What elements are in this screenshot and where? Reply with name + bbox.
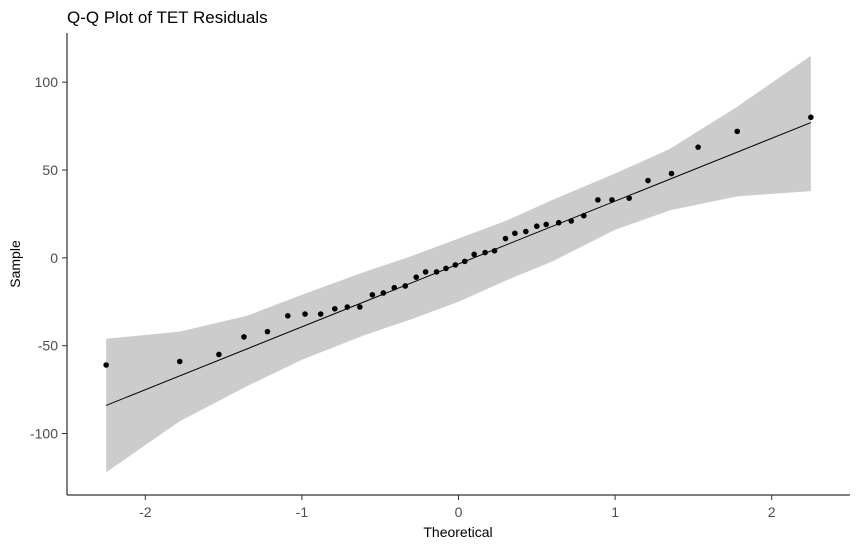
data-point <box>391 284 398 291</box>
data-point <box>555 219 562 226</box>
chart-title: Q-Q Plot of TET Residuals <box>67 8 268 27</box>
x-tick-label: 2 <box>768 504 776 520</box>
y-tick-label: -50 <box>38 338 58 354</box>
data-point <box>668 170 675 177</box>
y-axis-ticks: -100 -50 0 50 100 <box>30 74 67 442</box>
data-point <box>422 269 429 275</box>
data-point <box>595 197 601 203</box>
data-point <box>241 334 247 340</box>
data-point <box>380 290 387 296</box>
sample-points <box>103 114 814 368</box>
data-point <box>645 177 651 184</box>
y-tick-label: 50 <box>42 162 58 178</box>
data-point <box>491 248 498 254</box>
data-point <box>734 128 741 135</box>
data-point <box>502 235 509 242</box>
data-point <box>808 114 814 121</box>
data-point <box>331 305 338 312</box>
data-point <box>317 311 324 317</box>
data-point <box>344 304 351 310</box>
data-point <box>413 274 420 280</box>
data-point <box>357 304 363 310</box>
x-tick-label: -2 <box>139 504 152 520</box>
data-point <box>609 197 615 203</box>
reference-line <box>105 122 812 406</box>
data-point <box>302 311 308 317</box>
data-point <box>461 258 468 265</box>
data-point <box>512 230 518 237</box>
data-point <box>543 221 549 228</box>
x-axis-ticks: -2 -1 0 1 2 <box>139 495 776 520</box>
data-point <box>471 251 477 258</box>
x-tick-label: 0 <box>455 504 463 520</box>
data-point <box>568 218 575 224</box>
y-tick-label: 0 <box>50 250 58 266</box>
data-point <box>534 223 540 230</box>
data-point <box>626 195 632 201</box>
data-point <box>433 269 440 275</box>
data-point <box>695 144 701 150</box>
data-point <box>176 358 183 365</box>
data-point <box>443 265 449 272</box>
y-tick-label: 100 <box>35 74 59 90</box>
data-point <box>285 313 291 319</box>
data-point <box>452 262 459 268</box>
data-point <box>369 291 376 298</box>
y-axis-title: Sample <box>7 240 23 288</box>
y-tick-label: -100 <box>30 426 58 442</box>
data-point <box>103 362 109 368</box>
x-tick-label: 1 <box>611 504 619 520</box>
data-point <box>402 283 409 289</box>
plot-panel <box>103 55 814 473</box>
data-point <box>264 328 271 335</box>
x-tick-label: -1 <box>296 504 309 520</box>
x-axis-title: Theoretical <box>423 524 492 540</box>
data-point <box>523 228 529 235</box>
data-point <box>482 249 488 256</box>
data-point <box>580 212 587 219</box>
data-point <box>216 351 222 358</box>
